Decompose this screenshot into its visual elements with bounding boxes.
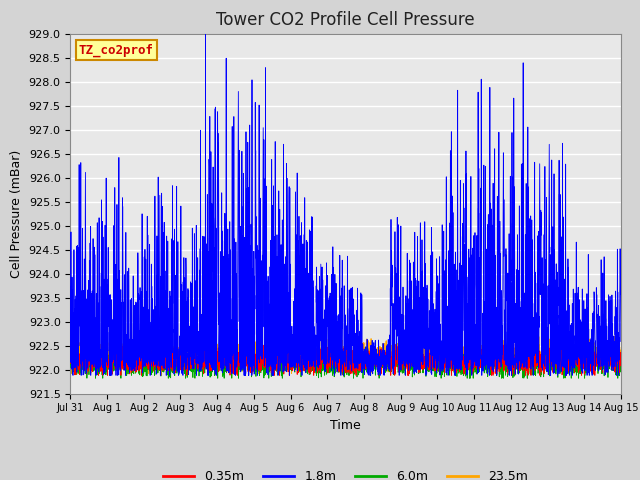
Text: TZ_co2prof: TZ_co2prof xyxy=(79,43,154,57)
Title: Tower CO2 Profile Cell Pressure: Tower CO2 Profile Cell Pressure xyxy=(216,11,475,29)
Y-axis label: Cell Pressure (mBar): Cell Pressure (mBar) xyxy=(10,149,23,278)
Legend: 0.35m, 1.8m, 6.0m, 23.5m: 0.35m, 1.8m, 6.0m, 23.5m xyxy=(158,465,533,480)
X-axis label: Time: Time xyxy=(330,419,361,432)
